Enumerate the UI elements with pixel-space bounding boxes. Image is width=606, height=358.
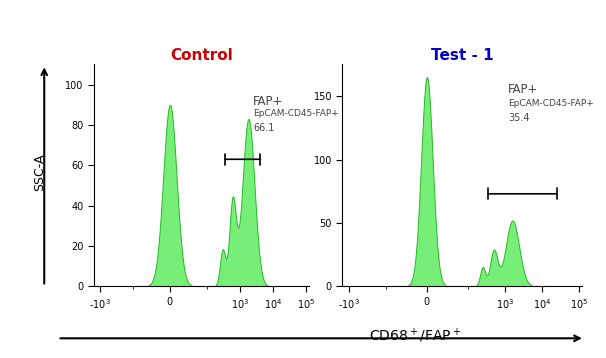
Text: EpCAM-CD45-FAP+: EpCAM-CD45-FAP+ <box>253 109 339 118</box>
Text: FAP+: FAP+ <box>508 83 538 96</box>
Text: 66.1: 66.1 <box>253 123 275 133</box>
Text: EpCAM-CD45-FAP+: EpCAM-CD45-FAP+ <box>508 99 594 108</box>
Text: SSC-A: SSC-A <box>33 153 46 190</box>
Text: CD68$^+$/FAP$^+$: CD68$^+$/FAP$^+$ <box>369 327 461 345</box>
Title: Control: Control <box>170 48 233 63</box>
Text: FAP+: FAP+ <box>253 95 284 108</box>
Text: 35.4: 35.4 <box>508 113 530 123</box>
Title: Test - 1: Test - 1 <box>431 48 493 63</box>
